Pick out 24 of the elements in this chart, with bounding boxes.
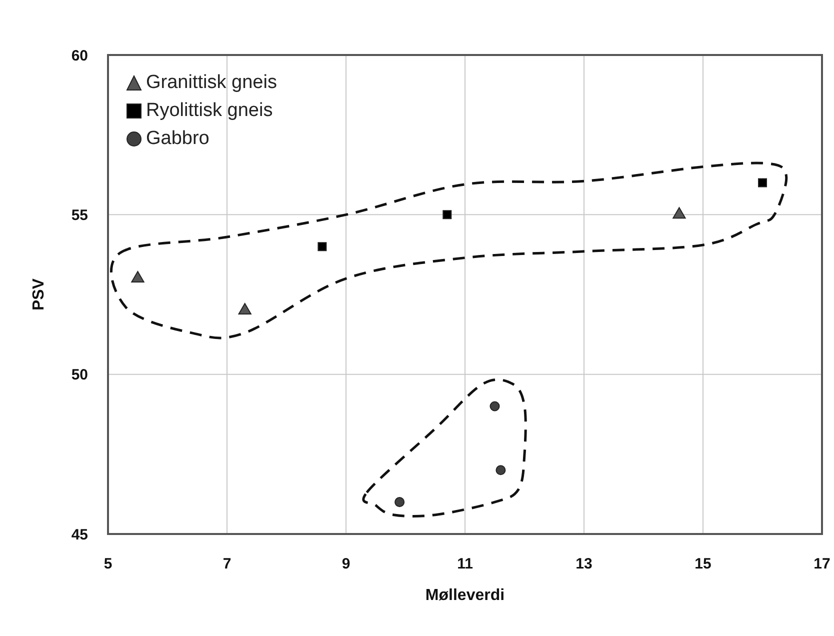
point xyxy=(394,497,405,508)
point xyxy=(496,465,506,476)
legend-label: Ryolittisk gneis xyxy=(146,99,273,123)
y-tick-label: 55 xyxy=(71,206,88,224)
y-axis-title: PSV xyxy=(30,278,48,311)
x-tick-label: 15 xyxy=(694,556,712,573)
point xyxy=(672,207,686,219)
x-tick-label: 5 xyxy=(104,556,112,573)
point xyxy=(490,401,500,412)
point xyxy=(442,210,452,220)
y-tick-label: 60 xyxy=(71,47,88,64)
x-tick-label: 11 xyxy=(457,556,473,573)
x-tick-label: 17 xyxy=(814,556,830,573)
legend-label: Gabbro xyxy=(146,127,210,151)
x-axis-title: Mølleverdi xyxy=(425,587,505,604)
point xyxy=(318,242,327,252)
legend-label: Granittisk gneis xyxy=(146,71,277,95)
point xyxy=(758,178,767,188)
y-tick-label: 50 xyxy=(71,366,88,384)
x-tick-label: 9 xyxy=(342,556,350,573)
x-tick-label: 13 xyxy=(576,556,592,573)
y-tick-label: 45 xyxy=(71,526,88,544)
x-tick-label: 7 xyxy=(222,556,232,573)
point xyxy=(131,271,144,283)
